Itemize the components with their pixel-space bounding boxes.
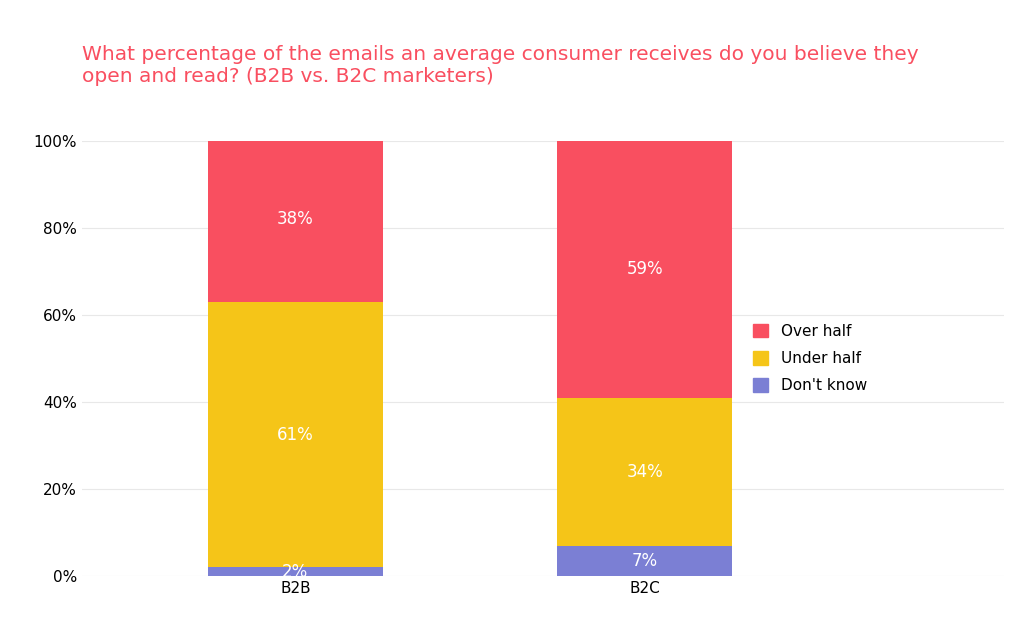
Text: 38%: 38% — [276, 210, 313, 228]
Text: 59%: 59% — [627, 260, 663, 278]
Bar — [557, 397, 732, 545]
Bar — [557, 141, 732, 397]
Text: 34%: 34% — [627, 463, 663, 481]
Legend: Over half, Under half, Don't know: Over half, Under half, Don't know — [753, 324, 867, 393]
Text: What percentage of the emails an average consumer receives do you believe they
o: What percentage of the emails an average… — [82, 45, 919, 86]
Text: 2%: 2% — [283, 563, 308, 580]
Bar — [557, 545, 732, 576]
Text: 7%: 7% — [632, 552, 657, 570]
Text: 61%: 61% — [276, 426, 313, 444]
Bar — [208, 302, 383, 567]
Bar — [208, 567, 383, 576]
Bar — [208, 136, 383, 302]
